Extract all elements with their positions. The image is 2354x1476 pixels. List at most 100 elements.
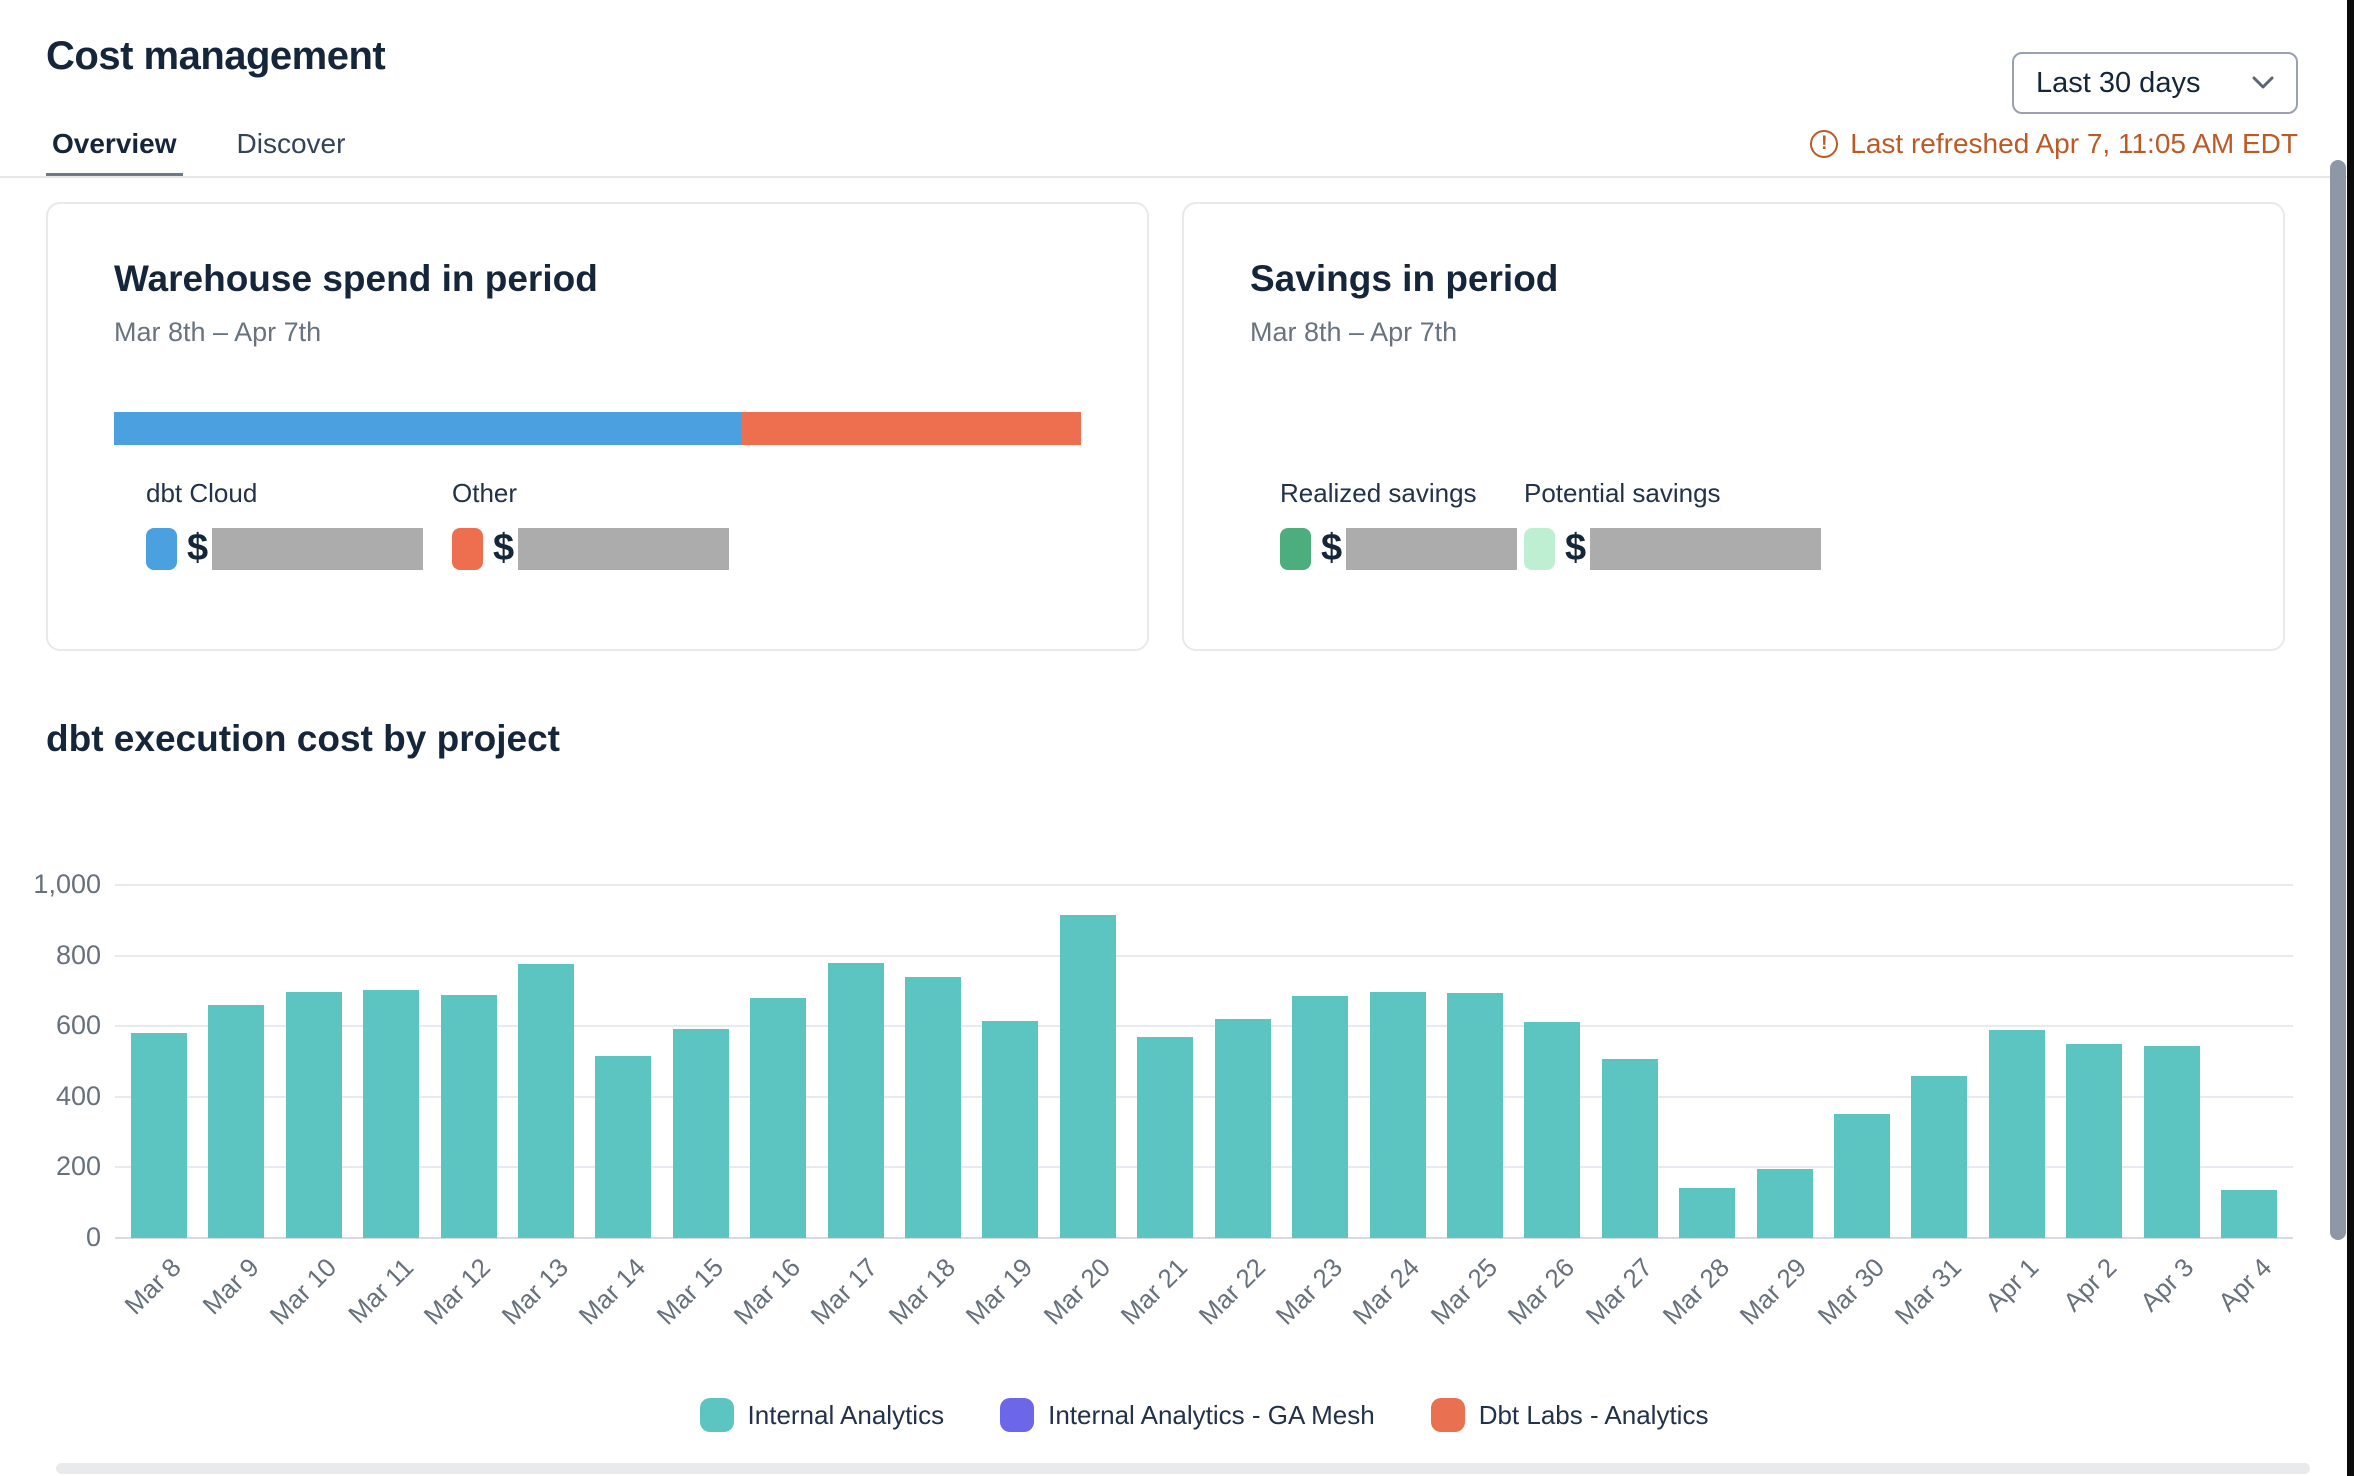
chart-bar-mar-19[interactable] <box>982 1020 1039 1238</box>
x-axis-tick-label: Mar 25 <box>1424 1252 1503 1331</box>
card-title: Warehouse spend in period <box>114 258 598 299</box>
page-title: Cost management <box>46 34 386 78</box>
tab-overview[interactable]: Overview <box>46 128 183 178</box>
last-refreshed-text: Last refreshed Apr 7, 11:05 AM EDT <box>1850 128 2298 159</box>
chart-bar-mar-15[interactable] <box>672 1028 729 1238</box>
x-axis-tick-label: Mar 29 <box>1734 1252 1813 1331</box>
realized-savings-swatch <box>1280 527 1311 570</box>
x-axis-tick-label: Apr 2 <box>2056 1252 2123 1318</box>
chart-bar-mar-20[interactable] <box>1059 915 1116 1238</box>
chart-bar-mar-8[interactable] <box>131 1033 187 1238</box>
warehouse-spend-card: Warehouse spend in period Mar 8th – Apr … <box>46 202 1149 651</box>
chart-bar-apr-4[interactable] <box>2220 1190 2277 1238</box>
gridline <box>115 1095 2293 1098</box>
x-axis-tick-label: Mar 27 <box>1579 1252 1658 1331</box>
bar-slot: Mar 25 <box>1424 885 1503 1330</box>
bar-slot: Mar 27 <box>1579 885 1658 1330</box>
chart-legend: Internal Analytics Internal Analytics - G… <box>115 1398 2293 1432</box>
chart-bar-mar-31[interactable] <box>1911 1075 1968 1238</box>
legend-label: Other <box>452 478 518 508</box>
bar-slot: Mar 19 <box>960 885 1039 1330</box>
chart-bar-mar-22[interactable] <box>1214 1019 1271 1238</box>
legend-item[interactable]: Internal Analytics - GA Mesh <box>1000 1398 1375 1432</box>
spend-segment-other[interactable] <box>740 412 1081 445</box>
other-swatch <box>452 527 483 570</box>
bar-slot: Mar 28 <box>1657 885 1736 1330</box>
chart-bar-mar-9[interactable] <box>208 1005 265 1238</box>
horizontal-scrollbar[interactable] <box>56 1463 2310 1474</box>
y-axis-tick-label: 200 <box>55 1151 101 1182</box>
x-axis-tick-label: Mar 24 <box>1347 1252 1426 1331</box>
bar-slot: Apr 2 <box>2057 885 2123 1317</box>
x-axis-tick-label: Mar 11 <box>342 1252 420 1330</box>
chart-bar-mar-30[interactable] <box>1833 1114 1890 1238</box>
chart-bar-mar-28[interactable] <box>1679 1187 1736 1238</box>
x-axis-tick-label: Mar 30 <box>1811 1252 1890 1331</box>
gridline <box>115 1166 2293 1169</box>
legend-swatch <box>1000 1398 1035 1432</box>
chart-bar-mar-21[interactable] <box>1137 1036 1194 1238</box>
savings-legend: Realized savings $ Potential savings $ <box>1280 478 1822 570</box>
bar-slot: Mar 21 <box>1115 885 1194 1330</box>
tab-discover[interactable]: Discover <box>236 128 346 159</box>
bar-slot: Mar 16 <box>728 885 807 1330</box>
bar-slot: Apr 4 <box>2212 885 2277 1317</box>
chart-bar-apr-3[interactable] <box>2143 1046 2200 1238</box>
gridline <box>115 1237 2293 1239</box>
x-axis-tick-label: Mar 17 <box>805 1252 884 1331</box>
x-axis-tick-label: Mar 14 <box>572 1252 652 1331</box>
x-axis-tick-label: Mar 10 <box>263 1252 342 1331</box>
bars-container: Mar 8 Mar 9 Mar 10 Mar 11 Mar 12 Mar 13 Mar 14… <box>115 885 2293 1330</box>
chart-bar-mar-27[interactable] <box>1601 1058 1658 1238</box>
chart-bar-mar-10[interactable] <box>285 991 342 1238</box>
date-range-dropdown[interactable]: Last 30 days <box>2012 52 2298 114</box>
chart-bar-mar-16[interactable] <box>750 997 807 1238</box>
bar-slot: Mar 20 <box>1037 885 1116 1330</box>
vertical-scrollbar-thumb[interactable] <box>2330 160 2346 1240</box>
x-axis-tick-label: Apr 1 <box>1979 1252 2045 1318</box>
legend-item[interactable]: Internal Analytics <box>699 1398 944 1432</box>
plot-area: Mar 8 Mar 9 Mar 10 Mar 11 Mar 12 Mar 13 Mar 14… <box>33 869 2293 1330</box>
chart-bar-mar-11[interactable] <box>363 989 420 1238</box>
chart-bar-mar-14[interactable] <box>595 1056 652 1238</box>
summary-cards-row: Warehouse spend in period Mar 8th – Apr … <box>46 202 2285 651</box>
legend-label: dbt Cloud <box>146 478 258 508</box>
legend-label: Realized savings <box>1280 478 1477 508</box>
bar-slot: Mar 24 <box>1347 885 1426 1330</box>
y-axis-tick-label: 600 <box>55 1010 101 1041</box>
legend-label: Internal Analytics - GA Mesh <box>1048 1399 1375 1430</box>
chart-bar-mar-17[interactable] <box>827 962 884 1238</box>
redacted-value <box>212 527 424 570</box>
spend-stacked-bar[interactable] <box>114 412 1081 445</box>
y-axis-tick-label: 0 <box>85 1222 101 1252</box>
legend-item[interactable]: Dbt Labs - Analytics <box>1430 1398 1708 1432</box>
bar-slot: Apr 3 <box>2134 885 2200 1317</box>
legend-label: Potential savings <box>1524 478 1721 508</box>
last-refreshed-status: ! Last refreshed Apr 7, 11:05 AM EDT <box>1810 128 2298 160</box>
chart-bar-mar-13[interactable] <box>518 964 575 1238</box>
chart-bar-apr-1[interactable] <box>1988 1030 2045 1238</box>
chart-bar-mar-18[interactable] <box>905 976 962 1238</box>
legend-col-potential: Potential savings $ <box>1524 478 1822 570</box>
spend-segment-dbt-cloud[interactable] <box>114 412 741 445</box>
bar-slot: Mar 22 <box>1192 885 1271 1330</box>
chart-bar-mar-26[interactable] <box>1524 1021 1581 1238</box>
redacted-value <box>518 527 730 570</box>
chart-bar-mar-23[interactable] <box>1292 996 1349 1238</box>
bar-slot: Mar 23 <box>1270 885 1349 1330</box>
x-axis-tick-label: Apr 4 <box>2211 1252 2277 1318</box>
x-axis-tick-label: Mar 9 <box>196 1252 265 1321</box>
chart-bar-mar-29[interactable] <box>1756 1168 1813 1238</box>
bar-slot: Mar 29 <box>1734 885 1813 1330</box>
x-axis-tick-label: Mar 31 <box>1888 1252 1968 1331</box>
chart-bar-mar-24[interactable] <box>1369 991 1426 1238</box>
x-axis-tick-label: Mar 28 <box>1656 1252 1736 1331</box>
chart-bar-apr-2[interactable] <box>2066 1043 2123 1238</box>
chart-bar-mar-12[interactable] <box>440 995 497 1238</box>
card-date-range: Mar 8th – Apr 7th <box>114 317 322 347</box>
alert-circle-icon: ! <box>1810 130 1839 158</box>
chart-bar-mar-25[interactable] <box>1446 992 1503 1238</box>
x-axis-tick-label: Mar 8 <box>118 1252 187 1321</box>
redacted-value <box>1346 527 1518 570</box>
potential-savings-swatch <box>1524 527 1555 570</box>
